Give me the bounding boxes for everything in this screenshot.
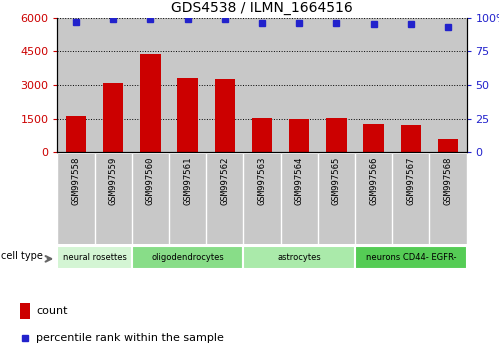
Text: GSM997561: GSM997561 [183,157,192,205]
Bar [401,125,421,152]
Bar [392,154,429,244]
Bar [57,154,95,244]
Bar [251,118,272,152]
Text: neural rosettes: neural rosettes [63,253,127,262]
Bar [140,53,161,152]
Bar [132,18,169,152]
Bar [355,18,392,152]
Bar [318,18,355,152]
Text: GSM997559: GSM997559 [109,157,118,205]
Bar [289,119,309,152]
Bar [169,18,206,152]
Text: GSM997563: GSM997563 [257,157,266,205]
Bar [429,154,467,244]
Text: percentile rank within the sample: percentile rank within the sample [36,333,224,343]
Bar [326,118,347,152]
Bar [66,116,86,152]
Bar [429,18,467,152]
Bar [206,154,244,244]
Bar [280,18,318,152]
Bar [318,154,355,244]
Text: astrocytes: astrocytes [277,253,321,262]
Bar [392,18,429,152]
Text: GSM997566: GSM997566 [369,157,378,205]
Text: count: count [36,306,68,316]
Text: GSM997564: GSM997564 [295,157,304,205]
Text: GSM997560: GSM997560 [146,157,155,205]
Bar [244,154,280,244]
Bar [132,246,244,269]
Text: GSM997562: GSM997562 [220,157,229,205]
Bar [132,154,169,244]
Bar [57,246,132,269]
Bar [95,18,132,152]
Bar [57,18,95,152]
Bar [103,83,123,152]
Text: oligodendrocytes: oligodendrocytes [151,253,224,262]
Text: GSM997567: GSM997567 [406,157,415,205]
Bar [363,124,384,152]
Bar [244,18,280,152]
Bar [355,246,467,269]
Bar [438,139,458,152]
Text: cell type: cell type [1,251,43,261]
Bar [206,18,244,152]
Bar [215,79,235,152]
Text: neurons CD44- EGFR-: neurons CD44- EGFR- [366,253,456,262]
Bar [355,154,392,244]
Bar [95,154,132,244]
Bar [280,154,318,244]
Bar [177,78,198,152]
Text: GSM997558: GSM997558 [71,157,80,205]
Title: GDS4538 / ILMN_1664516: GDS4538 / ILMN_1664516 [171,1,353,15]
Bar [19,303,30,319]
Bar [244,246,355,269]
Text: GSM997568: GSM997568 [444,157,453,205]
Text: GSM997565: GSM997565 [332,157,341,205]
Bar [169,154,206,244]
